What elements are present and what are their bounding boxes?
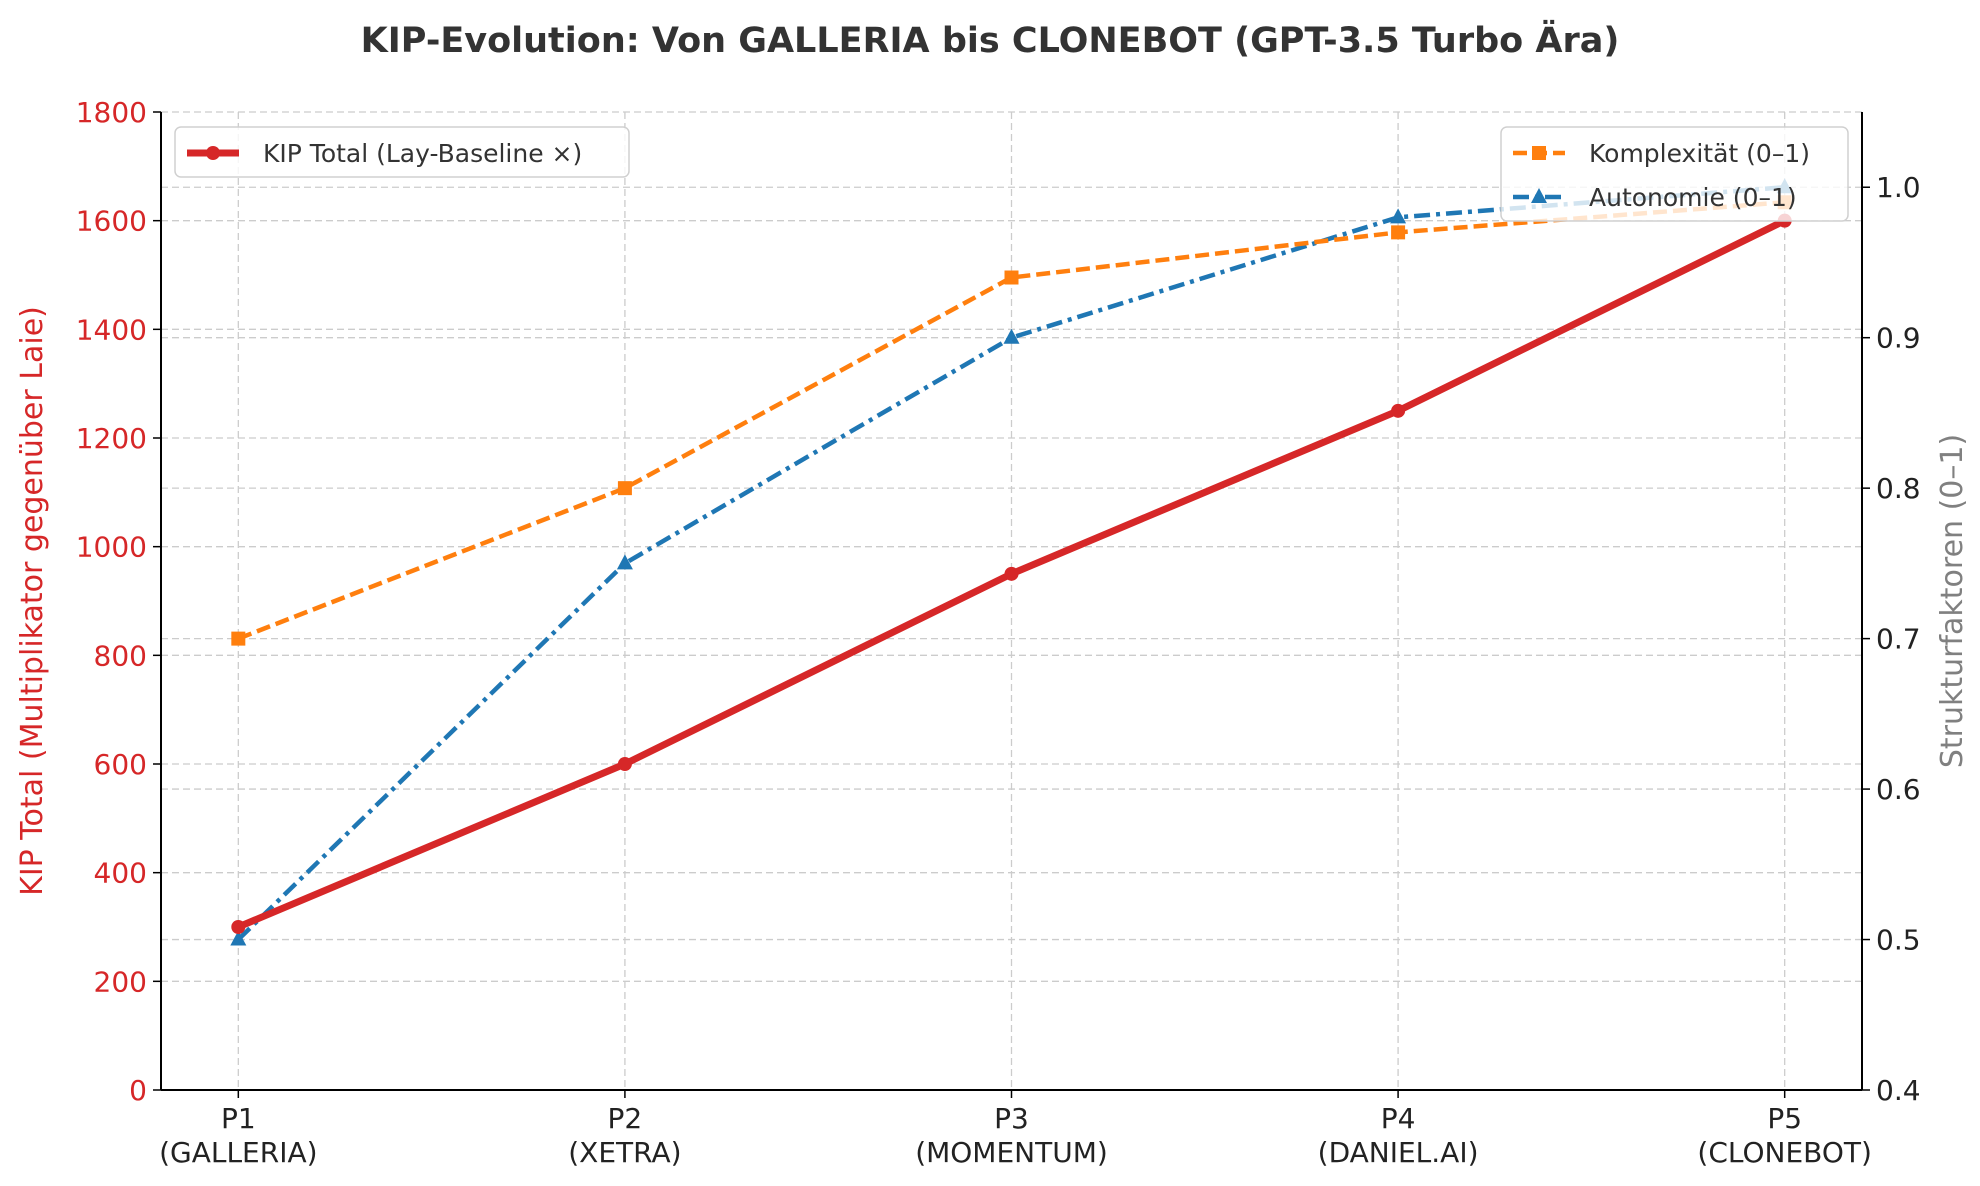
legend-label: Komplexität (0–1) <box>1589 139 1810 168</box>
series-line-triangle <box>236 184 1785 942</box>
y-tick-label-left: 1000 <box>76 531 147 564</box>
y-tick-label-right: 0.5 <box>1876 924 1921 957</box>
data-point <box>1004 270 1019 285</box>
chart-title: KIP-Evolution: Von GALLERIA bis CLONEBOT… <box>361 19 1620 61</box>
y-tick-label-left: 600 <box>94 748 147 781</box>
x-tick-label: P1 (GALLERIA) <box>159 1102 317 1169</box>
x-tick-label: P3 (MOMENTUM) <box>915 1102 1108 1169</box>
y-tick-label-left: 800 <box>94 639 147 672</box>
legend-box <box>174 126 630 178</box>
data-point <box>230 930 247 946</box>
legend-marker <box>1531 188 1547 203</box>
y-tick-label-right: 0.4 <box>1876 1074 1921 1107</box>
y-tick-label-right: 0.8 <box>1876 472 1921 505</box>
data-point <box>1390 208 1407 224</box>
legend: Komplexität (0–1) Autonomie (0–1) <box>1500 126 1849 222</box>
y-tick-label-right: 0.9 <box>1876 322 1921 355</box>
data-point <box>1003 328 1020 344</box>
legend-label: Autonomie (0–1) <box>1589 183 1797 212</box>
y-tick-label-left: 0 <box>129 1074 147 1107</box>
grid <box>161 111 1862 1091</box>
data-point <box>616 554 633 570</box>
x-tick-label: P2 (XETRA) <box>568 1102 681 1169</box>
y-tick-label-left: 400 <box>94 857 147 890</box>
axes: 0 200 400 600 800 1000 1200 1400 1600 1800 0.4 0.5 0… <box>76 96 1921 1169</box>
data-point <box>231 920 246 934</box>
data-point <box>617 481 632 496</box>
y-tick-label-right: 0.7 <box>1876 623 1921 656</box>
x-tick-label: P5 (CLONEBOT) <box>1697 1102 1872 1169</box>
legend-label: KIP Total (Lay-Baseline ×) <box>263 139 582 168</box>
y-tick-label-left: 1600 <box>76 205 147 238</box>
y-tick-label-left: 1800 <box>76 96 147 129</box>
y-axis-label-right: Strukturfaktoren (0–1) <box>1935 434 1970 768</box>
y-tick-label-right: 0.6 <box>1876 773 1921 806</box>
y-tick-label-left: 1400 <box>76 313 147 346</box>
legend-marker <box>206 146 220 160</box>
legend: KIP Total (Lay-Baseline ×) <box>174 126 630 178</box>
x-tick-label: P4 (DANIEL.AI) <box>1318 1102 1479 1169</box>
series-line-square <box>237 200 1785 641</box>
y-tick-label-left: 200 <box>94 965 147 998</box>
y-axis-label-left: KIP Total (Multiplikator gegenüber Laie) <box>15 306 50 896</box>
legends: KIP Total (Lay-Baseline ×) Komplexität (0… <box>174 126 1849 222</box>
data-point <box>617 757 632 771</box>
y-tick-label-right: 1.0 <box>1876 171 1921 204</box>
legend-marker <box>1532 146 1546 160</box>
data-point <box>1391 225 1406 240</box>
data-point <box>231 631 246 646</box>
legend-box <box>1500 126 1849 222</box>
data-point <box>1004 566 1019 581</box>
y-tick-label-left: 1200 <box>76 422 147 455</box>
data-point <box>1391 403 1406 418</box>
